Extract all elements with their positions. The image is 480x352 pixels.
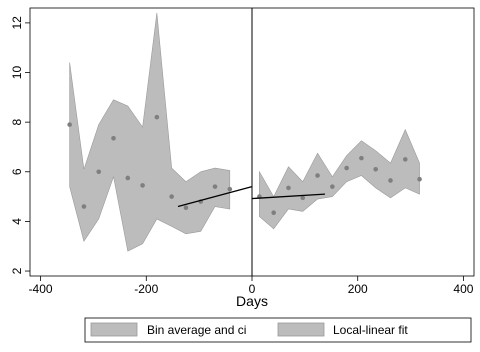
bin-average-point [388, 178, 393, 183]
bin-average-point [96, 169, 102, 175]
bin-average-point [300, 195, 306, 201]
legend-label-bin-average: Bin average and ci [147, 323, 246, 337]
axes: -400 -200 0 200 400 2 4 6 8 10 12 [10, 7, 475, 296]
confidence-bands [69, 12, 420, 252]
y-tick-label: 12 [10, 16, 24, 30]
bin-average-point [315, 173, 320, 178]
bin-average-point [125, 175, 131, 181]
bin-average-point [417, 176, 422, 182]
ci-band-left [69, 12, 231, 252]
y-tick-label: 2 [10, 267, 24, 274]
bin-average-point [344, 165, 349, 171]
bin-average-point [212, 184, 218, 189]
y-tick-label: 10 [10, 66, 24, 80]
x-tick-label: 0 [249, 282, 256, 296]
bin-average-point [271, 210, 276, 216]
legend-swatch-local-linear-fit [277, 322, 325, 337]
bin-average-point [169, 194, 174, 199]
bin-average-points [67, 114, 422, 216]
local-linear-fit-lines [177, 186, 325, 208]
legend: Bin average and ci Local-linear fit [84, 317, 472, 343]
bin-average-point [227, 186, 233, 192]
bin-average-point [286, 185, 291, 191]
bin-average-point [81, 204, 87, 209]
bin-average-point [359, 155, 364, 161]
x-tick-label: 200 [348, 282, 368, 296]
y-tick-label: 8 [10, 118, 24, 125]
x-tick-label: 400 [453, 282, 473, 296]
fit-line [251, 193, 325, 200]
y-tick-label: 4 [10, 218, 24, 225]
bin-average-point [140, 183, 145, 188]
bin-average-point [111, 135, 116, 141]
bin-average-point [183, 205, 189, 211]
x-tick-label: -400 [29, 282, 53, 296]
ci-band-right [259, 128, 420, 230]
bin-average-point [330, 184, 335, 189]
bin-average-point [154, 114, 160, 120]
y-tick-label: 6 [10, 168, 24, 175]
legend-label-local-linear-fit: Local-linear fit [333, 323, 408, 337]
bin-average-point [373, 166, 378, 172]
x-tick-label: -200 [134, 282, 158, 296]
bin-average-point [67, 122, 72, 127]
x-axis-title: Days [236, 293, 268, 309]
fit-line [177, 186, 253, 208]
bin-average-point [402, 157, 408, 162]
legend-swatch-bin-average [90, 322, 138, 337]
